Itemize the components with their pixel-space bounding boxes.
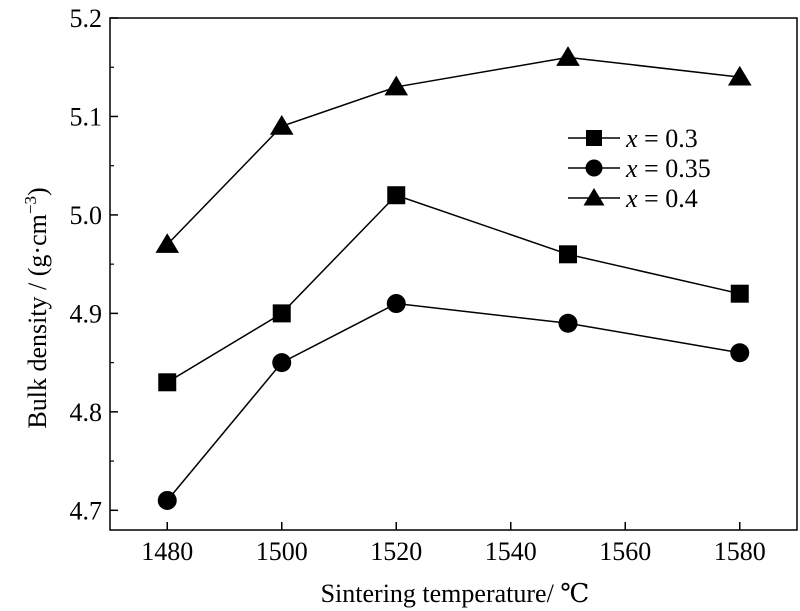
x-tick-label: 1480 bbox=[141, 537, 193, 566]
data-point-circle bbox=[157, 490, 177, 510]
data-point-square bbox=[387, 186, 406, 205]
x-axis-title: Sintering temperature/ ℃ bbox=[321, 579, 590, 608]
data-point-circle bbox=[386, 294, 406, 314]
data-point-triangle bbox=[155, 233, 180, 253]
x-tick-label: 1540 bbox=[485, 537, 537, 566]
data-point-triangle bbox=[384, 75, 409, 96]
data-point-square bbox=[272, 304, 291, 323]
y-axis-title-main: Bulk density / (g·cm bbox=[23, 214, 52, 428]
legend-label-var: x bbox=[625, 124, 638, 153]
data-point-square bbox=[559, 245, 577, 264]
series-layer bbox=[155, 46, 752, 510]
y-axis-title-sup: −3 bbox=[21, 196, 40, 214]
y-axis: 4.7 4.8 4.9 5.0 5.1 5.2 bbox=[70, 4, 118, 525]
legend-label: x = 0.4 bbox=[625, 184, 698, 213]
series-square bbox=[158, 186, 749, 392]
legend-entry: x = 0.3 bbox=[568, 124, 698, 153]
x-axis: 1480 1500 1520 1540 1560 1580 bbox=[141, 522, 766, 566]
data-point-triangle bbox=[269, 115, 294, 135]
x-tick-label: 1560 bbox=[599, 537, 651, 566]
y-axis-title-close: ) bbox=[23, 187, 52, 196]
y-tick-label: 4.9 bbox=[70, 299, 103, 328]
legend-marker-triangle bbox=[583, 188, 605, 206]
y-tick-label: 5.0 bbox=[70, 201, 103, 230]
y-tick-label: 4.8 bbox=[70, 398, 103, 427]
data-point-square bbox=[730, 284, 749, 303]
y-tick-label: 4.7 bbox=[70, 496, 103, 525]
legend-label-value: = 0.3 bbox=[638, 124, 698, 153]
data-point-circle bbox=[272, 353, 292, 373]
plot-border bbox=[109, 17, 798, 531]
legend-label: x = 0.35 bbox=[625, 154, 711, 183]
series-line bbox=[166, 194, 740, 383]
x-tick-label: 1580 bbox=[714, 537, 766, 566]
data-point-circle bbox=[730, 343, 750, 363]
legend-label-value: = 0.4 bbox=[638, 184, 698, 213]
legend-label-var: x bbox=[625, 184, 638, 213]
legend-entry: x = 0.4 bbox=[568, 184, 698, 213]
x-tick-label: 1500 bbox=[256, 537, 308, 566]
plot-frame bbox=[109, 17, 798, 531]
x-tick-label: 1520 bbox=[370, 537, 422, 566]
data-point-square bbox=[158, 373, 177, 392]
legend-entry: x = 0.35 bbox=[568, 154, 711, 183]
legend-label-var: x bbox=[625, 154, 638, 183]
series-line bbox=[166, 302, 740, 501]
data-point-triangle bbox=[556, 46, 580, 66]
data-point-circle bbox=[558, 313, 578, 333]
data-point-triangle bbox=[727, 65, 752, 86]
legend-marker-circle bbox=[585, 159, 603, 177]
y-tick-label: 5.2 bbox=[70, 4, 103, 33]
y-tick-label: 5.1 bbox=[70, 102, 103, 131]
legend-label-value: = 0.35 bbox=[638, 154, 711, 183]
legend-marker-square bbox=[586, 130, 602, 146]
series-triangle bbox=[155, 46, 752, 253]
y-axis-title: Bulk density / (g·cm−3) bbox=[21, 187, 52, 428]
legend: x = 0.3x = 0.35x = 0.4 bbox=[568, 124, 711, 213]
legend-label: x = 0.3 bbox=[625, 124, 698, 153]
series-circle bbox=[157, 294, 750, 510]
